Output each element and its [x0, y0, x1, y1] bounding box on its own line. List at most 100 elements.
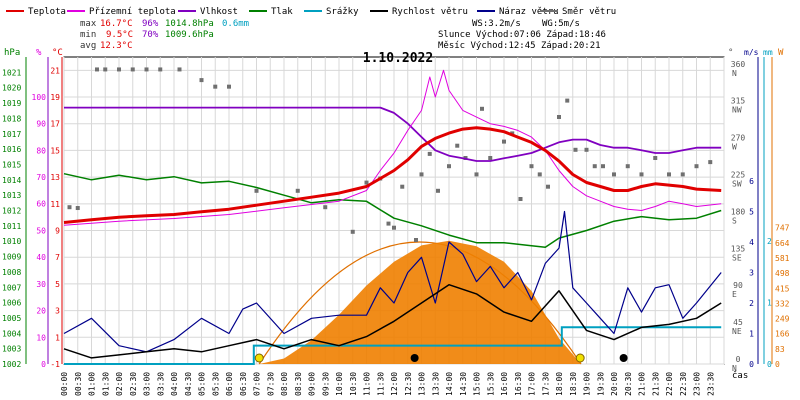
humidity-tick: 90: [36, 120, 46, 129]
time-tick: 18:30: [569, 372, 578, 396]
stat-min-press: 1009.6hPa: [165, 30, 214, 40]
humidity-tick: 50: [36, 226, 46, 235]
time-tick: 10:00: [335, 372, 344, 396]
pressure-axis-unit: hPa: [4, 48, 20, 58]
direction-tick: 360: [731, 60, 746, 69]
time-tick: 22:30: [679, 372, 688, 396]
time-tick: 01:00: [88, 372, 97, 396]
legend-label-1: Přízemní teplota: [89, 7, 176, 17]
humidity-tick: 70: [36, 173, 46, 182]
humidity-tick: 80: [36, 146, 46, 155]
direction-tick-label: SW: [732, 180, 742, 189]
stat-max-press: 1014.8hPa: [165, 19, 214, 29]
series-line-humidity: [64, 106, 722, 162]
time-tick: 07:00: [253, 372, 262, 396]
time-tick: 13:30: [431, 372, 440, 396]
stat-min-hum: 70%: [142, 30, 159, 40]
solar-tick: 415: [775, 284, 790, 293]
time-tick: 14:00: [445, 372, 454, 396]
wind-direction-point: [546, 184, 550, 189]
time-tick: 08:30: [294, 372, 303, 396]
temperature-tick: 11: [50, 200, 60, 209]
solar-tick: 166: [775, 330, 790, 339]
temperature-tick: 9: [55, 227, 60, 236]
plot-area: [63, 67, 722, 365]
stat-moon: Měsíc Východ:12:45 Západ:20:21: [438, 41, 601, 51]
time-tick: 19:00: [583, 372, 592, 396]
solar-tick: 83: [775, 345, 785, 354]
pressure-tick: 1017: [2, 130, 21, 139]
solar-tick: 249: [775, 315, 790, 324]
pressure-tick: 1005: [2, 314, 21, 323]
pressure-tick: 1019: [2, 99, 21, 108]
axes: hPa1002100310041005100610071008100910101…: [2, 48, 790, 396]
time-tick: 05:00: [198, 372, 207, 396]
solar-tick: 498: [775, 269, 790, 278]
wind-direction-point: [612, 172, 616, 177]
wind-direction-point: [67, 205, 72, 210]
direction-tick: 315: [731, 97, 746, 106]
time-tick: 16:30: [514, 372, 523, 396]
wind-tick: 4: [749, 238, 754, 247]
temperature-tick: 15: [50, 146, 60, 155]
time-tick: 11:00: [363, 372, 372, 396]
time-tick: 03:00: [143, 372, 152, 396]
wind-direction-point: [117, 67, 121, 72]
wind-direction-point: [565, 98, 570, 103]
temperature-tick: 17: [50, 120, 60, 129]
grid: [63, 56, 725, 365]
humidity-axis-unit: %: [36, 48, 42, 58]
wind-direction-point: [455, 143, 460, 148]
time-tick: 14:30: [459, 372, 468, 396]
wind-direction-point: [557, 115, 561, 119]
wind-direction-point: [199, 78, 204, 83]
pressure-tick: 1006: [2, 299, 21, 308]
wind-direction-point: [592, 164, 597, 169]
time-tick: 12:00: [390, 372, 399, 396]
pressure-tick: 1007: [2, 283, 21, 292]
wind-direction-point: [427, 151, 432, 156]
humidity-tick: 100: [32, 93, 47, 102]
wind-direction-point: [364, 180, 369, 185]
series-line-wind-speed: [63, 283, 722, 359]
direction-tick: 45: [733, 318, 743, 327]
moonset-marker: [619, 354, 628, 362]
time-tick: 21:30: [651, 372, 660, 396]
wind-direction-point: [392, 225, 396, 230]
wind-direction-point: [625, 164, 630, 169]
pressure-tick: 1002: [2, 360, 21, 369]
chart-title: 1.10.2022: [363, 51, 433, 66]
wind-tick: 0: [749, 360, 754, 369]
pressure-tick: 1021: [2, 68, 21, 77]
wind-direction-point: [639, 172, 644, 177]
direction-tick-label: S: [732, 216, 737, 225]
wind-direction-point: [601, 164, 605, 169]
wind-tick: 3: [749, 269, 754, 278]
wind-direction-point: [708, 160, 713, 165]
time-axis-label: čas: [732, 370, 748, 381]
solar-tick: 0: [775, 360, 780, 369]
rain-tick: 0: [767, 360, 772, 369]
time-tick: 20:30: [624, 372, 633, 396]
humidity-tick: 0: [41, 360, 46, 369]
time-tick: 19:30: [596, 372, 605, 396]
wind-direction-point: [323, 205, 328, 210]
direction-tick-label: NW: [732, 106, 742, 115]
stat-sun: Slunce Východ:07:06 Západ:18:46: [438, 30, 606, 40]
solar-axis-unit: W: [778, 48, 784, 58]
wind-direction-point: [667, 172, 671, 177]
series-line-wind-gust: [63, 210, 722, 353]
pressure-tick: 1004: [2, 329, 21, 338]
time-tick: 17:00: [528, 372, 537, 396]
time-tick: 05:30: [211, 372, 220, 396]
wind-direction-point: [95, 67, 99, 72]
pressure-tick: 1003: [2, 345, 21, 354]
humidity-tick: 60: [36, 200, 46, 209]
legend-label-5: Rychlost větru: [392, 7, 468, 17]
humidity-tick: 10: [36, 333, 46, 342]
time-tick: 06:00: [225, 372, 234, 396]
wind-direction-point: [573, 147, 578, 152]
wind-direction-point: [502, 139, 506, 144]
direction-tick-label: NE: [732, 327, 742, 336]
time-tick: 07:30: [266, 372, 275, 396]
